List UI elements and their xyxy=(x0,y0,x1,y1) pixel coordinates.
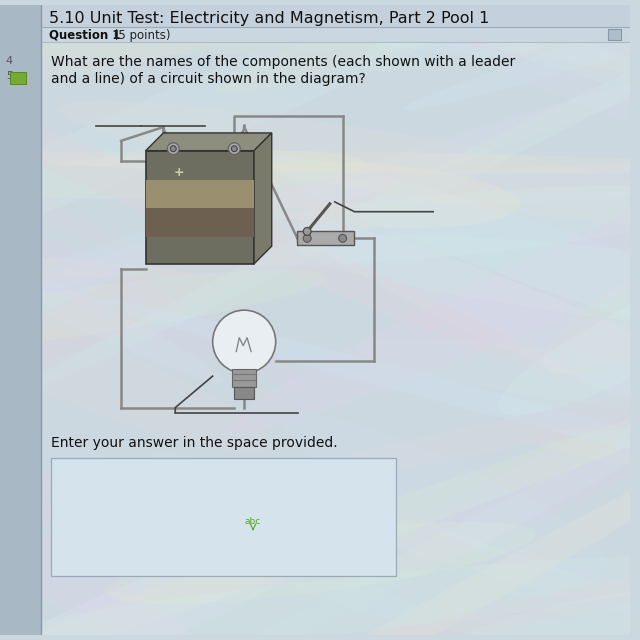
Text: +: + xyxy=(173,166,184,179)
Ellipse shape xyxy=(0,150,640,174)
Ellipse shape xyxy=(0,0,599,276)
Ellipse shape xyxy=(465,523,640,640)
Ellipse shape xyxy=(326,503,640,640)
Bar xyxy=(0,5,42,635)
Ellipse shape xyxy=(435,0,640,57)
Ellipse shape xyxy=(0,204,249,472)
Ellipse shape xyxy=(81,295,640,484)
Circle shape xyxy=(228,143,240,155)
Ellipse shape xyxy=(299,220,640,452)
Ellipse shape xyxy=(0,296,271,453)
Ellipse shape xyxy=(269,515,640,640)
FancyBboxPatch shape xyxy=(10,72,26,84)
Ellipse shape xyxy=(0,184,301,385)
Ellipse shape xyxy=(214,344,640,495)
Circle shape xyxy=(303,234,311,242)
Ellipse shape xyxy=(0,355,84,538)
Ellipse shape xyxy=(149,451,640,640)
Ellipse shape xyxy=(0,0,149,120)
Ellipse shape xyxy=(388,391,640,566)
Ellipse shape xyxy=(0,245,191,279)
Ellipse shape xyxy=(0,0,640,90)
Text: What are the names of the components (each shown with a leader: What are the names of the components (ea… xyxy=(51,55,515,69)
Ellipse shape xyxy=(221,161,640,208)
Ellipse shape xyxy=(0,556,640,640)
Ellipse shape xyxy=(0,223,224,383)
Ellipse shape xyxy=(0,388,208,640)
Ellipse shape xyxy=(497,260,640,415)
Bar xyxy=(146,208,254,237)
Ellipse shape xyxy=(543,221,640,374)
Circle shape xyxy=(170,146,176,152)
Ellipse shape xyxy=(408,589,640,640)
Bar xyxy=(234,387,254,399)
Ellipse shape xyxy=(281,413,609,577)
Ellipse shape xyxy=(0,155,497,431)
Bar xyxy=(232,369,256,387)
Text: abc: abc xyxy=(245,517,261,526)
Ellipse shape xyxy=(0,70,640,303)
Text: Enter your answer in the space provided.: Enter your answer in the space provided. xyxy=(51,436,338,450)
Ellipse shape xyxy=(529,429,640,478)
Polygon shape xyxy=(146,133,272,150)
Bar xyxy=(609,29,621,40)
Ellipse shape xyxy=(163,185,640,266)
Ellipse shape xyxy=(295,234,640,346)
Circle shape xyxy=(232,146,237,152)
Text: Question 1: Question 1 xyxy=(49,29,121,42)
Bar xyxy=(298,232,355,245)
Ellipse shape xyxy=(6,424,640,640)
Text: (5 points): (5 points) xyxy=(110,29,171,42)
Circle shape xyxy=(168,143,179,155)
Ellipse shape xyxy=(177,399,640,640)
Ellipse shape xyxy=(393,0,640,202)
Ellipse shape xyxy=(0,0,640,56)
Text: 5: 5 xyxy=(6,71,13,81)
Ellipse shape xyxy=(0,532,331,640)
Bar xyxy=(146,180,254,208)
Bar xyxy=(146,150,254,264)
Bar xyxy=(51,458,396,576)
Text: 4: 4 xyxy=(6,56,13,66)
Ellipse shape xyxy=(0,57,130,250)
Polygon shape xyxy=(254,133,272,264)
Ellipse shape xyxy=(0,380,440,631)
Ellipse shape xyxy=(404,607,640,640)
Ellipse shape xyxy=(5,3,640,400)
Ellipse shape xyxy=(59,101,640,229)
Text: 5.10 Unit Test: Electricity and Magnetism, Part 2 Pool 1: 5.10 Unit Test: Electricity and Magnetis… xyxy=(49,12,490,26)
Ellipse shape xyxy=(0,451,321,540)
Ellipse shape xyxy=(359,0,640,72)
Circle shape xyxy=(303,227,311,236)
Ellipse shape xyxy=(0,270,326,356)
Circle shape xyxy=(212,310,276,373)
Circle shape xyxy=(339,234,347,242)
Bar xyxy=(42,27,630,42)
Ellipse shape xyxy=(0,57,582,381)
Ellipse shape xyxy=(136,0,640,160)
Text: and a line) of a circuit shown in the diagram?: and a line) of a circuit shown in the di… xyxy=(51,72,366,86)
Ellipse shape xyxy=(0,0,439,81)
Ellipse shape xyxy=(0,0,393,43)
Ellipse shape xyxy=(355,339,640,419)
Ellipse shape xyxy=(0,387,640,640)
Ellipse shape xyxy=(356,0,640,115)
Ellipse shape xyxy=(0,150,366,199)
Ellipse shape xyxy=(267,156,640,379)
Ellipse shape xyxy=(93,0,539,57)
Ellipse shape xyxy=(103,522,535,604)
Bar xyxy=(42,5,630,27)
Ellipse shape xyxy=(218,0,640,93)
Ellipse shape xyxy=(401,0,640,111)
Ellipse shape xyxy=(205,161,520,228)
Ellipse shape xyxy=(226,92,640,433)
